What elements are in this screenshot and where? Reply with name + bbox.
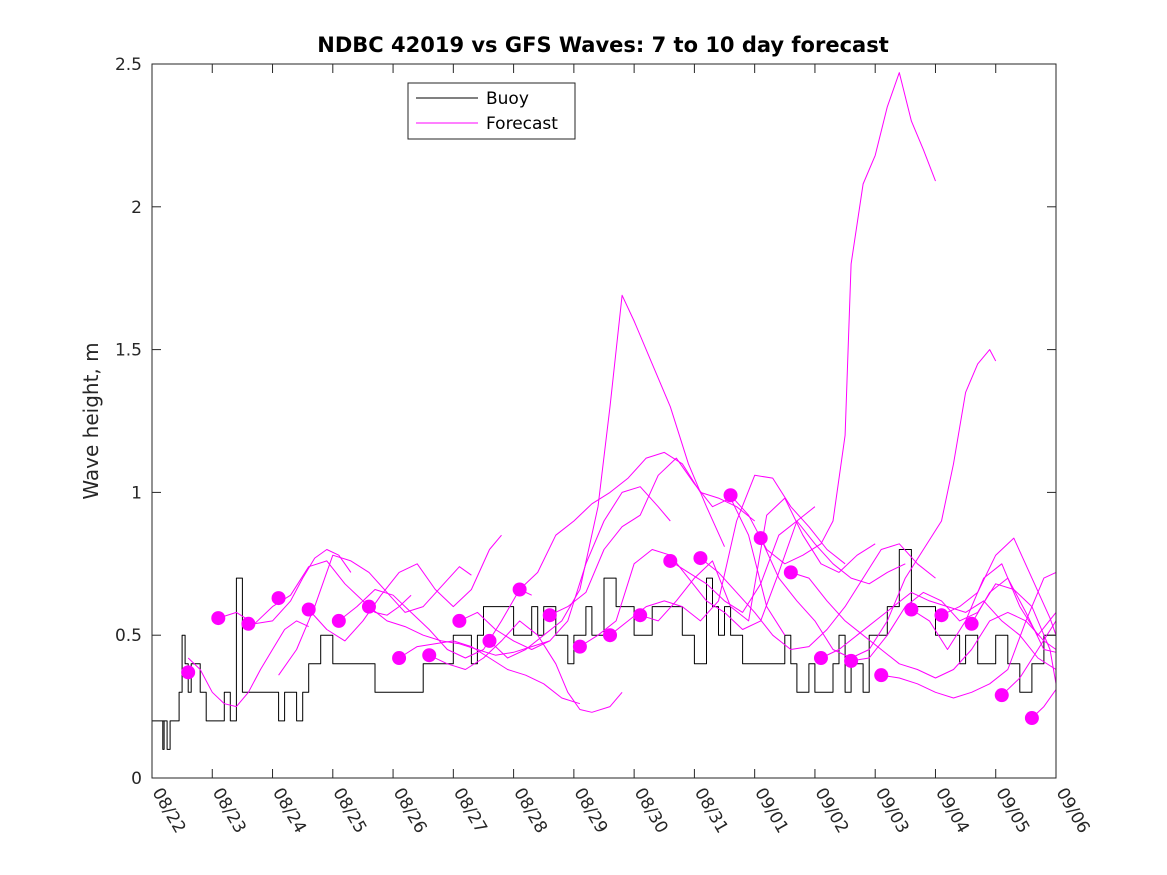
forecast-marker [753, 531, 768, 546]
forecast-marker [603, 628, 618, 643]
forecast-marker [452, 613, 467, 628]
y-axis: 0 0.5 1 1.5 2 2.5 [115, 55, 1056, 789]
y-tick-label: 1 [131, 483, 142, 503]
forecast-marker [994, 688, 1009, 703]
forecast-series-line-10 [459, 486, 671, 650]
forecast-series-line-17 [670, 520, 906, 613]
forecast-marker [482, 633, 497, 648]
forecast-series-line-21 [790, 571, 1057, 679]
y-tick-label: 0.5 [115, 626, 142, 646]
plot-area [152, 72, 1057, 750]
legend-buoy-label: Buoy [486, 89, 529, 109]
forecast-marker [783, 565, 798, 580]
forecast-marker [301, 602, 316, 617]
forecast-series-line-14 [579, 506, 816, 648]
forecast-series-line-28 [1001, 620, 1057, 696]
y-axis-label: Wave height, m [79, 342, 103, 499]
forecast-series-line-11 [489, 294, 725, 659]
forecast-marker [934, 608, 949, 623]
legend-box [407, 82, 576, 140]
y-tick-label: 2.5 [115, 55, 142, 75]
legend-forecast-label: Forecast [486, 114, 558, 134]
forecast-series-line-5 [308, 534, 502, 642]
forecast-marker [512, 582, 527, 597]
legend: Buoy Forecast [407, 82, 576, 140]
forecast-marker [392, 651, 407, 666]
forecast-marker [422, 648, 437, 663]
forecast-marker [874, 668, 889, 683]
forecast-marker [241, 616, 256, 631]
forecast-series-line-18 [700, 543, 936, 650]
forecast-series-line-13 [549, 457, 786, 636]
axes-box [151, 63, 1057, 779]
forecast-series-line-27 [971, 577, 1057, 653]
forecast-marker [813, 651, 828, 666]
forecast-marker [633, 608, 648, 623]
y-tick-label: 0 [131, 769, 142, 789]
y-tick-label: 1.5 [115, 341, 142, 361]
forecast-marker [542, 608, 557, 623]
forecast-marker [663, 553, 678, 568]
chart-title: NDBC 42019 vs GFS Waves: 7 to 10 day for… [317, 33, 888, 57]
y-tick-label: 2 [131, 198, 142, 218]
forecast-marker [723, 488, 738, 503]
forecast-series-line-7 [368, 606, 550, 656]
forecast-series-line-24 [881, 571, 1057, 699]
forecast-marker [331, 613, 346, 628]
forecast-series-line-26 [941, 537, 1057, 636]
forecast-series-line-19 [730, 72, 936, 565]
forecast-marker [693, 551, 708, 566]
forecast-series-line-12 [519, 451, 756, 590]
forecast-marker [361, 599, 376, 614]
forecast-series-line-20 [760, 349, 997, 659]
forecast-series-line-16 [640, 497, 876, 622]
forecast-marker [211, 611, 226, 626]
buoy-series-line [152, 549, 1057, 750]
forecast-series-line-15 [609, 474, 846, 636]
forecast-series-line-1 [187, 620, 309, 708]
forecast-marker [964, 616, 979, 631]
forecast-marker [844, 653, 859, 668]
forecast-marker [904, 602, 919, 617]
forecast-series-line-9 [428, 620, 623, 713]
forecast-marker [572, 639, 587, 654]
forecast-marker [271, 591, 286, 606]
forecast-marker [181, 665, 196, 680]
forecast-series-line-22 [820, 591, 1057, 670]
forecast-series-line-8 [398, 640, 581, 705]
forecast-marker [1024, 711, 1039, 726]
